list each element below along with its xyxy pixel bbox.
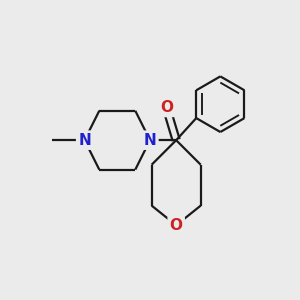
Text: O: O [170,218,183,233]
Text: O: O [160,100,173,115]
Text: N: N [144,133,156,148]
Text: N: N [78,133,91,148]
